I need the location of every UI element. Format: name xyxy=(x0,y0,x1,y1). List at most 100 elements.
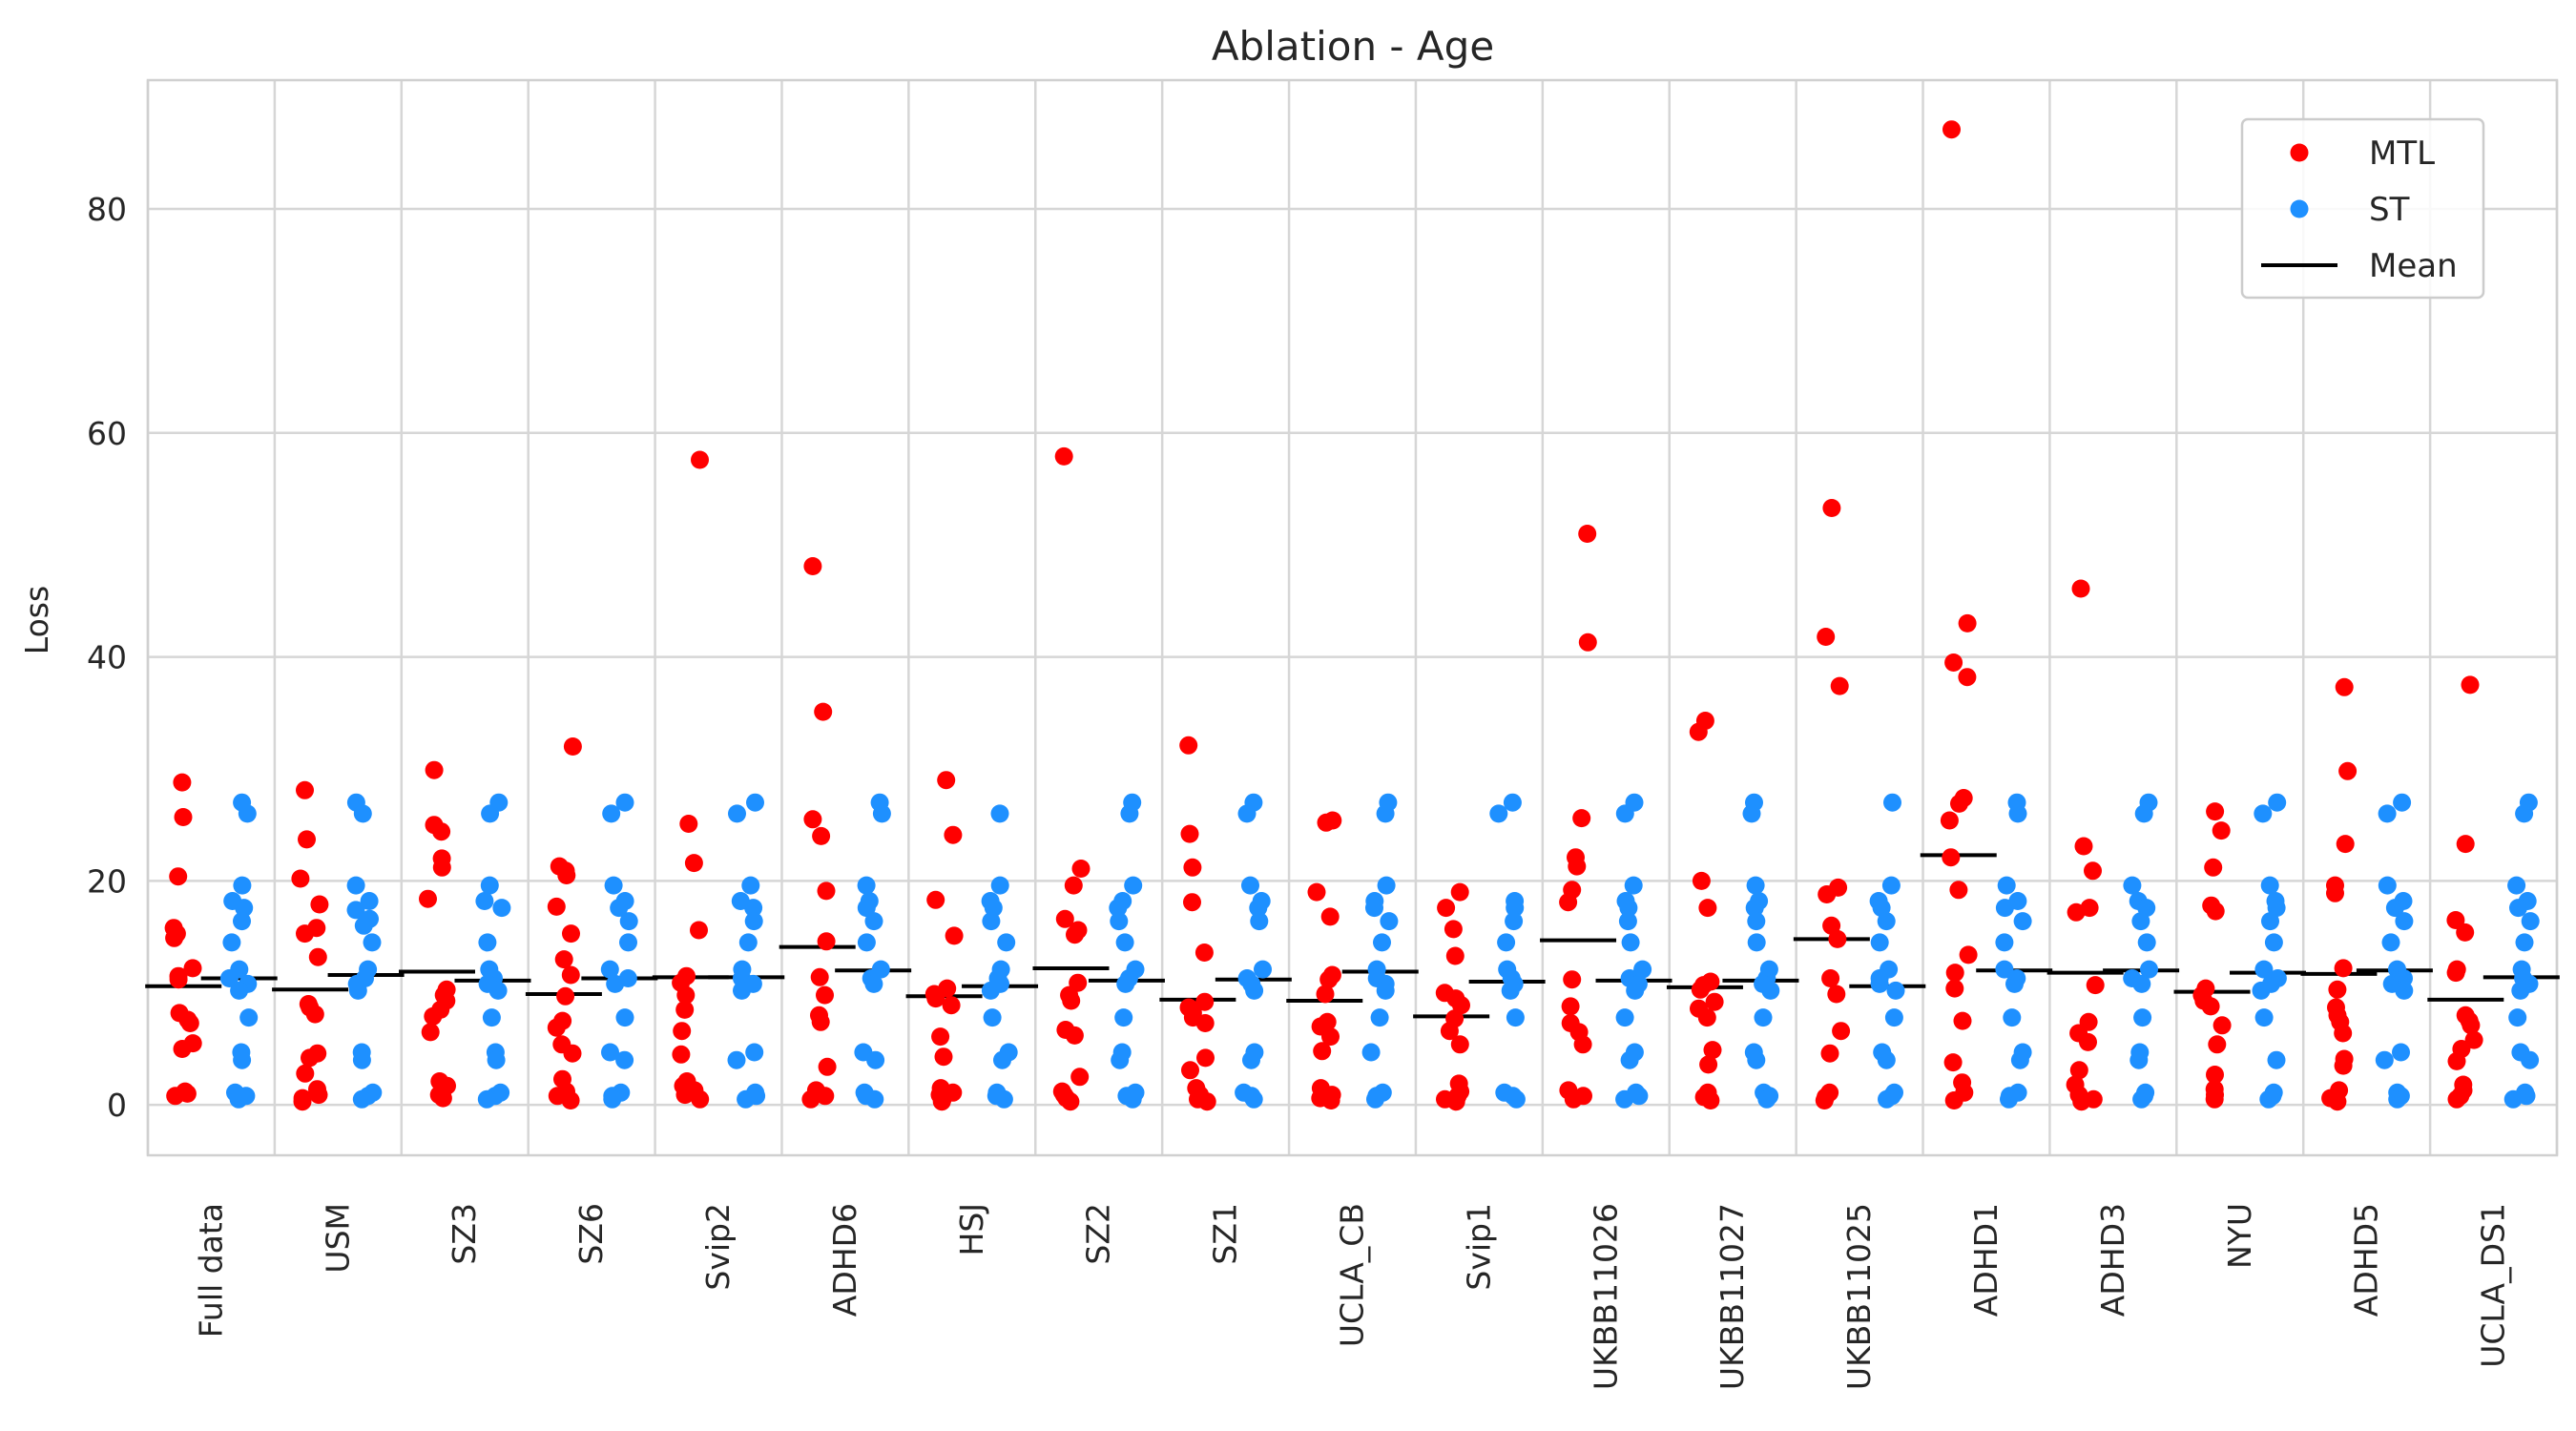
mtl-point-1-16 xyxy=(293,1092,312,1111)
st-point-17-2 xyxy=(2378,876,2397,895)
mtl-point-15-1 xyxy=(2074,837,2093,856)
mtl-point-11-11 xyxy=(1573,1035,1592,1054)
st-point-5-9 xyxy=(864,974,883,993)
mtl-point-14-1 xyxy=(1958,613,1977,633)
st-point-5-6 xyxy=(857,933,876,952)
mtl-point-6-1 xyxy=(944,825,963,844)
x-tick-label-4: Svip2 xyxy=(699,1203,737,1291)
st-point-13-15 xyxy=(1878,1089,1896,1109)
mtl-point-3-12 xyxy=(563,1044,582,1063)
mtl-point-17-4 xyxy=(2326,883,2344,902)
x-tick-label-12: UKBB11027 xyxy=(1714,1203,1751,1390)
st-point-18-4 xyxy=(2509,899,2527,918)
st-point-6-3 xyxy=(984,899,1003,918)
mtl-point-14-9 xyxy=(1959,945,1978,964)
st-point-15-6 xyxy=(2137,933,2156,952)
st-point-17-12 xyxy=(2375,1050,2394,1069)
mtl-point-5-7 xyxy=(816,985,834,1005)
st-point-12-4 xyxy=(1745,899,1764,918)
plot-frame xyxy=(146,78,2559,1157)
mtl-point-11-7 xyxy=(1563,970,1582,989)
st-point-3-9 xyxy=(606,974,625,993)
st-point-2-10 xyxy=(482,1008,501,1027)
st-point-13-0 xyxy=(1883,793,1901,812)
mtl-point-0-11 xyxy=(180,1014,199,1032)
x-tick-label-1: USM xyxy=(319,1203,356,1274)
mtl-point-7-5 xyxy=(1066,925,1084,944)
st-point-4-10 xyxy=(733,981,751,1000)
st-point-7-2 xyxy=(1124,876,1143,895)
mtl-point-14-12 xyxy=(1953,1011,1972,1030)
mtl-point-6-8 xyxy=(931,1027,950,1047)
mtl-point-6-6 xyxy=(926,989,945,1008)
mtl-point-8-11 xyxy=(1181,1061,1199,1080)
st-point-11-16 xyxy=(1615,1089,1634,1109)
mtl-point-5-12 xyxy=(816,1087,835,1106)
st-point-7-1 xyxy=(1120,804,1139,823)
mtl-point-1-1 xyxy=(298,830,316,849)
st-point-9-1 xyxy=(1376,804,1395,823)
mtl-point-8-0 xyxy=(1179,736,1198,755)
st-point-11-6 xyxy=(1621,933,1640,952)
st-point-5-5 xyxy=(864,912,883,931)
mtl-point-12-3 xyxy=(1698,899,1717,918)
x-tick-label-16: NYU xyxy=(2221,1203,2258,1269)
st-point-3-11 xyxy=(601,1043,619,1062)
mtl-point-10-6 xyxy=(1452,996,1470,1015)
st-point-11-10 xyxy=(1626,981,1645,1000)
mtl-point-1-2 xyxy=(291,869,310,888)
st-point-15-12 xyxy=(2129,1050,2149,1069)
mtl-point-13-1 xyxy=(1817,628,1836,646)
st-point-6-5 xyxy=(997,933,1016,952)
mtl-point-18-3 xyxy=(2456,923,2475,942)
mtl-point-0-8 xyxy=(169,970,188,989)
st-point-14-10 xyxy=(2003,1008,2022,1027)
st-point-7-4 xyxy=(1109,899,1128,918)
mtl-point-14-7 xyxy=(1942,848,1961,867)
mtl-point-6-0 xyxy=(937,771,956,790)
mtl-point-17-6 xyxy=(2328,980,2347,999)
st-point-9-6 xyxy=(1373,933,1391,952)
mtl-point-7-15 xyxy=(1061,1092,1080,1111)
x-tick-label-7: SZ2 xyxy=(1080,1203,1117,1265)
st-point-13-1 xyxy=(1881,876,1901,895)
st-point-18-16 xyxy=(2503,1089,2523,1109)
mtl-point-2-4 xyxy=(432,858,451,877)
st-point-3-4 xyxy=(610,899,629,918)
st-point-10-5 xyxy=(1497,933,1516,952)
st-point-16-10 xyxy=(2252,981,2271,1000)
st-point-0-16 xyxy=(229,1089,248,1109)
mtl-point-4-3 xyxy=(690,921,708,940)
st-point-3-1 xyxy=(602,804,621,823)
mtl-point-3-5 xyxy=(562,924,580,944)
mtl-point-18-1 xyxy=(2456,835,2475,854)
st-point-10-9 xyxy=(1501,981,1520,1000)
mtl-point-13-8 xyxy=(1827,985,1846,1004)
mtl-point-1-9 xyxy=(305,1005,324,1024)
mtl-point-3-4 xyxy=(547,897,566,916)
st-point-8-1 xyxy=(1237,804,1257,823)
st-point-11-15 xyxy=(1630,1087,1649,1106)
st-point-4-6 xyxy=(738,933,758,952)
st-point-7-5 xyxy=(1110,912,1129,931)
mtl-point-2-10 xyxy=(424,1006,443,1026)
mtl-point-12-7 xyxy=(1705,992,1724,1011)
mtl-point-9-14 xyxy=(1321,1091,1340,1110)
mtl-point-9-10 xyxy=(1313,1042,1332,1061)
st-point-16-6 xyxy=(2264,933,2283,952)
mtl-point-6-14 xyxy=(932,1092,951,1111)
legend-box xyxy=(2240,117,2485,300)
mtl-point-4-13 xyxy=(675,1086,695,1105)
mtl-point-11-1 xyxy=(1578,633,1597,652)
mtl-point-6-2 xyxy=(926,890,945,909)
mtl-point-11-6 xyxy=(1559,893,1578,912)
mtl-point-10-14 xyxy=(1446,1092,1465,1111)
st-point-9-5 xyxy=(1380,912,1399,931)
st-point-8-11 xyxy=(1242,1050,1260,1069)
mtl-point-8-4 xyxy=(1195,944,1214,962)
mtl-point-12-1 xyxy=(1689,722,1708,741)
mtl-point-14-10 xyxy=(1945,964,1964,983)
x-tick-label-2: SZ3 xyxy=(446,1203,483,1265)
st-point-3-5 xyxy=(619,912,638,931)
st-point-6-0 xyxy=(990,804,1009,823)
